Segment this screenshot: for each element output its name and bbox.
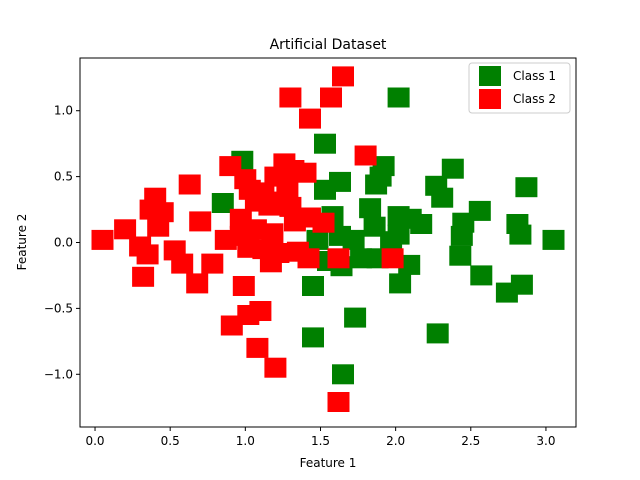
point-class-1-40 bbox=[510, 274, 533, 295]
point-class-1-41 bbox=[344, 307, 367, 328]
point-class-2-19 bbox=[201, 253, 224, 274]
point-class-1-7 bbox=[314, 179, 336, 200]
x-tick-label: 1.5 bbox=[311, 434, 330, 448]
point-class-1-14 bbox=[359, 198, 382, 219]
x-axis-label: Feature 1 bbox=[300, 456, 357, 470]
legend-marker-class-1 bbox=[479, 66, 501, 86]
legend-label-class-1: Class 1 bbox=[513, 69, 556, 83]
point-class-1-2 bbox=[314, 133, 336, 154]
point-class-1-18 bbox=[410, 214, 433, 234]
point-class-2-51 bbox=[249, 301, 272, 321]
point-class-2-13 bbox=[136, 244, 159, 265]
point-class-2-3 bbox=[299, 108, 321, 129]
point-class-1-35 bbox=[449, 245, 472, 266]
point-class-2-49 bbox=[232, 276, 255, 296]
point-class-1-44 bbox=[332, 364, 354, 385]
point-class-2-17 bbox=[189, 211, 212, 232]
point-class-2-18 bbox=[186, 273, 209, 294]
point-class-1-11 bbox=[431, 187, 454, 208]
point-class-2-5 bbox=[178, 174, 201, 195]
point-class-2-54 bbox=[264, 357, 287, 378]
y-tick-label: 0.0 bbox=[54, 236, 73, 250]
point-class-2-11 bbox=[91, 229, 114, 250]
point-class-2-35 bbox=[312, 212, 335, 233]
point-class-2-53 bbox=[246, 337, 269, 358]
x-tick-label: 0.5 bbox=[161, 434, 180, 448]
point-class-1-43 bbox=[426, 323, 449, 344]
point-class-2-38 bbox=[261, 223, 284, 244]
point-class-1-42 bbox=[302, 327, 324, 348]
y-axis: −1.0 −0.5 0.0 0.5 1.0 bbox=[44, 104, 80, 381]
point-class-1-26 bbox=[306, 229, 329, 250]
point-class-1-38 bbox=[302, 276, 324, 296]
point-class-1-23 bbox=[509, 224, 532, 245]
legend-label-class-2: Class 2 bbox=[513, 92, 556, 106]
point-class-2-9 bbox=[147, 216, 170, 237]
x-tick-label: 1.0 bbox=[236, 434, 255, 448]
point-class-1-28 bbox=[342, 229, 365, 250]
legend: Class 1 Class 2 bbox=[468, 62, 571, 114]
point-class-1-1 bbox=[211, 193, 234, 213]
point-class-2-16 bbox=[171, 253, 194, 274]
point-class-2-48 bbox=[381, 248, 404, 269]
point-class-2-46 bbox=[297, 248, 320, 269]
point-class-1-24 bbox=[542, 229, 565, 250]
y-tick-label: −1.0 bbox=[44, 367, 73, 381]
point-class-1-3 bbox=[387, 87, 410, 108]
x-tick-label: 2.5 bbox=[461, 434, 480, 448]
point-class-2-2 bbox=[332, 66, 354, 87]
point-class-1-21 bbox=[468, 200, 491, 221]
y-tick-label: 1.0 bbox=[54, 104, 73, 118]
point-class-2-4 bbox=[354, 145, 377, 166]
point-class-1-31 bbox=[380, 231, 403, 252]
point-class-1-8 bbox=[365, 174, 388, 195]
point-class-1-37 bbox=[389, 273, 412, 294]
point-class-2-27 bbox=[294, 162, 317, 183]
point-class-2-1 bbox=[320, 87, 342, 108]
x-tick-label: 3.0 bbox=[536, 434, 555, 448]
y-tick-label: −0.5 bbox=[44, 301, 73, 315]
point-class-2-44 bbox=[259, 252, 282, 273]
point-class-2-14 bbox=[132, 266, 155, 287]
point-class-1-34 bbox=[398, 254, 421, 275]
y-axis-label: Feature 2 bbox=[15, 214, 29, 271]
chart-title: Artificial Dataset bbox=[270, 37, 387, 53]
x-tick-label: 0.0 bbox=[85, 434, 104, 448]
point-class-1-25 bbox=[450, 225, 473, 246]
point-class-2-55 bbox=[327, 392, 350, 412]
point-class-1-36 bbox=[470, 265, 493, 286]
x-axis: 0.0 0.5 1.0 1.5 2.0 2.5 3.0 bbox=[85, 427, 555, 448]
point-class-2-52 bbox=[220, 315, 243, 336]
point-class-2-10 bbox=[114, 219, 137, 240]
plot-marks bbox=[91, 66, 565, 412]
y-tick-label: 0.5 bbox=[54, 170, 73, 184]
point-class-1-9 bbox=[441, 158, 464, 179]
legend-marker-class-2 bbox=[479, 89, 501, 109]
point-class-2-47 bbox=[327, 248, 350, 269]
point-class-2-0 bbox=[279, 87, 302, 108]
point-class-1-12 bbox=[515, 177, 538, 198]
x-tick-label: 2.0 bbox=[386, 434, 405, 448]
